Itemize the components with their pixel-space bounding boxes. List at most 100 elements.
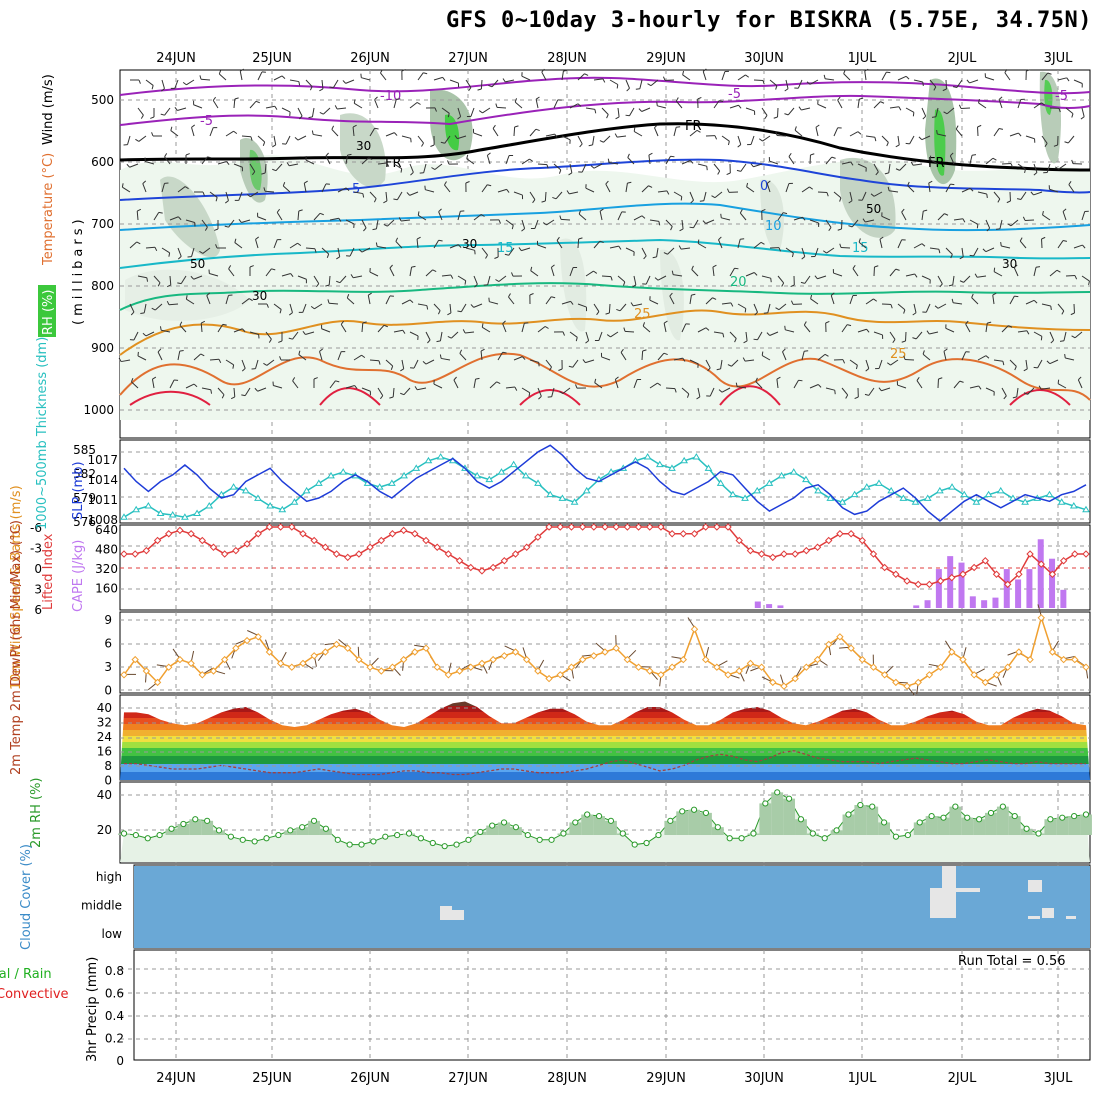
wind-barb-flag [718,236,722,241]
wind10m-point [802,663,811,671]
wind-barb-flag [556,236,560,241]
wind-barb [466,158,475,165]
contour-label: 30 [1002,257,1017,271]
contour-label: FR [385,156,402,171]
wind-barb [1077,379,1083,389]
wind-barb-flag [707,367,711,372]
wind10m-point [120,671,128,679]
wind-barb-flag [130,377,134,383]
wind-barb [881,71,887,81]
wind-barb-flag [714,135,718,140]
wind-barb [657,352,665,361]
wind-barb [599,211,603,221]
wind10m-point [858,655,866,664]
wind-barb-flag [934,305,939,309]
wind-barb [837,99,843,109]
wind-barb [665,219,673,227]
wind-barb [721,71,726,81]
wind-barb-flag [998,96,1003,100]
wind-barb-flag [240,68,244,72]
wind-barb [328,275,331,286]
rh2m-point [1047,816,1054,823]
thickness-point [741,494,749,501]
wind-barb [572,359,579,368]
wind-barb [521,158,530,165]
wind-barb [289,163,299,167]
wind-barb [225,359,234,366]
thickness-point [923,494,932,501]
wind-barb-flag [1068,181,1072,185]
wind-barb [331,129,339,137]
wind-barb-flag [142,332,147,337]
wind-barb [534,219,539,229]
wind-barb [965,323,971,333]
wind-barb [1063,331,1067,341]
wind-barb [561,71,564,81]
wind-barb [241,359,246,369]
wind-barb-flag [315,283,320,288]
contour-labels: -10 -5 -5 FR FR FR -5 5 0 10 15 15 20 25… [190,87,1068,362]
wind-barb [409,102,418,109]
wind-barbs-upper [118,68,1090,400]
lifted-index-ylabel: Lifted Index [41,533,56,610]
lifted-index-point [757,550,766,558]
wind-barb-flag [903,309,906,314]
wind-barb-flag [997,198,1001,203]
wind-barb-flag [654,124,658,129]
wind-barb [497,352,504,361]
wind-barb-flag [331,125,335,130]
wind-barb-flag [998,128,1004,130]
wind-barb [249,163,256,172]
wind-barb [337,187,347,193]
wind-barb-flag [402,330,406,334]
cape-bar [992,597,999,608]
thickness-point [704,464,713,471]
wind10m-point [903,682,911,690]
wind-barb-flag [905,142,910,145]
wind-barb-flag [754,311,758,316]
wind-barb-flag [241,394,246,397]
wind-barb-flag [1066,77,1070,82]
wind-barb-flag [559,215,562,220]
wind-barb-flag [691,265,694,270]
wind-barb-flag [226,161,230,166]
wind-barb-flag [905,75,910,80]
wind-barb [778,303,787,311]
wind-barb-flag [862,218,866,223]
wind-barb [200,78,211,81]
wind-barb [153,212,160,221]
wind-barb-flag [825,320,830,324]
wind-barb [788,156,795,165]
wind-barb-flag [943,348,948,352]
wind-barb [925,303,931,313]
wind-barb-flag [563,69,568,72]
wind-barb [369,128,376,137]
wind-barb-flag [615,376,619,380]
wind-barb-flag [233,130,238,135]
wind-barb [569,191,579,195]
wind-barb [673,274,683,277]
wind-barb-flag [809,186,814,190]
rh-shading [120,71,1090,421]
wind-barb [339,275,347,284]
lifted-index-point [791,550,799,558]
wind-barb [826,247,835,254]
wind-barb [303,183,307,193]
wind-barb-flag [936,129,938,135]
wind-barb-flag [648,185,653,188]
wind-barb-flag [582,359,586,363]
wind10m-point [1015,648,1023,656]
wind-barb [297,135,307,141]
cloud-block [1028,916,1040,919]
millibars-ylabel: (millibars) [71,215,86,325]
wind-barb [776,379,779,389]
wind-barb [785,183,790,193]
wind-barb-flag [766,180,771,184]
wind10m-point [232,644,240,652]
wind-barb-flag [135,138,140,142]
wind-barb-flag [179,349,184,352]
wind-barb [401,359,405,369]
lifted-index-point [623,523,632,531]
wind-barb-flag [1053,144,1058,147]
wind10m-point [746,659,755,668]
